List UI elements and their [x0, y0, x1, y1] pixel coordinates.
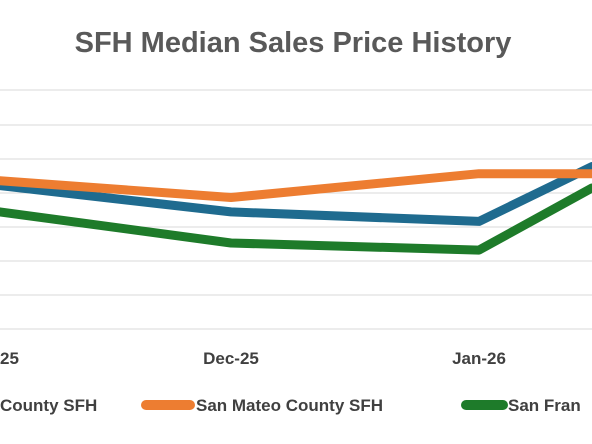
x-tick-label: 25 — [0, 349, 19, 368]
chart-title: SFH Median Sales Price History — [75, 27, 512, 59]
x-tick-label: Dec-25 — [203, 349, 259, 368]
x-tick-label: Jan-26 — [452, 349, 506, 368]
series-lines — [0, 162, 592, 255]
legend-label: San Mateo County SFH — [196, 396, 383, 415]
series-line-2 — [0, 169, 592, 202]
x-axis-tick-labels: 25 Dec-25 Jan-26 — [0, 349, 506, 368]
series-line-3 — [0, 183, 592, 255]
series-line-1 — [0, 162, 592, 226]
legend-label: County SFH — [0, 396, 97, 415]
legend: County SFH San Mateo County SFH San Fran — [0, 396, 581, 415]
legend-label: San Fran — [508, 396, 581, 415]
